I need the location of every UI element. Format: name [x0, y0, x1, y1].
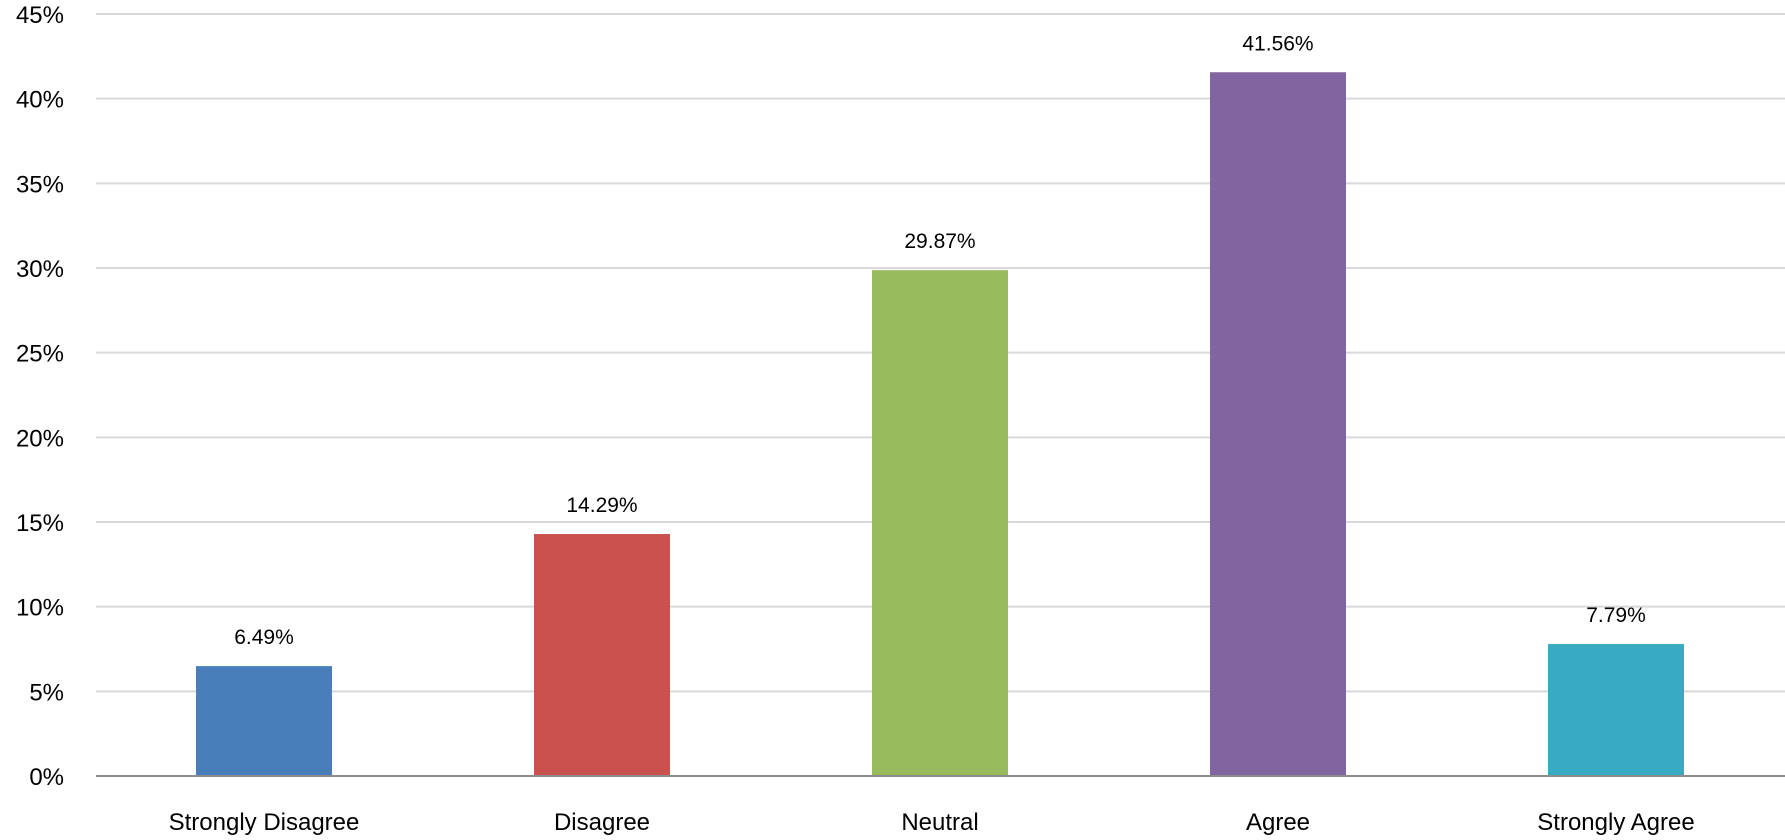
data-label: 14.29%: [566, 494, 637, 517]
y-tick-label: 35%: [16, 171, 64, 198]
bar-strongly-agree: [1548, 644, 1684, 776]
x-category-label: Neutral: [901, 809, 978, 836]
x-category-label: Disagree: [554, 809, 650, 836]
y-tick-label: 15%: [16, 510, 64, 537]
bars: [196, 72, 1684, 776]
bar-agree: [1210, 72, 1346, 776]
y-tick-label: 0%: [29, 764, 64, 791]
data-label: 41.56%: [1242, 32, 1313, 55]
y-tick-label: 5%: [29, 679, 64, 706]
data-label: 29.87%: [904, 230, 975, 253]
y-tick-label: 30%: [16, 256, 64, 283]
data-label: 7.79%: [1586, 604, 1646, 627]
y-tick-label: 40%: [16, 87, 64, 114]
x-category-label: Agree: [1246, 809, 1310, 836]
bar-strongly-disagree: [196, 666, 332, 776]
data-labels: 6.49% 14.29% 29.87% 41.56% 7.79%: [234, 32, 1646, 649]
y-tick-label: 10%: [16, 595, 64, 622]
y-tick-label: 45%: [16, 2, 64, 29]
x-axis-category-labels: Strongly Disagree Disagree Neutral Agree Str…: [169, 809, 1695, 836]
bar-disagree: [534, 534, 670, 776]
x-category-label: Strongly Agree: [1537, 809, 1694, 836]
bar-neutral: [872, 270, 1008, 776]
y-axis-tick-labels: 0% 5% 10% 15% 20% 25% 30% 35% 40% 45%: [16, 2, 64, 791]
y-tick-label: 25%: [16, 341, 64, 368]
data-label: 6.49%: [234, 626, 294, 649]
x-category-label: Strongly Disagree: [169, 809, 360, 836]
y-tick-label: 20%: [16, 425, 64, 452]
